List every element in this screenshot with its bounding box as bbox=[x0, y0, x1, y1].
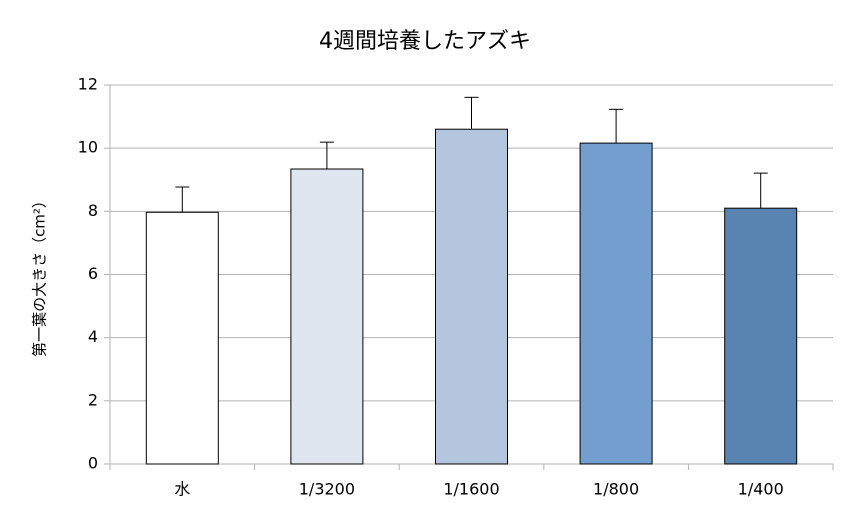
bar bbox=[290, 168, 364, 465]
y-tick-label: 10 bbox=[78, 138, 98, 157]
x-tick-label: 1/3200 bbox=[299, 480, 355, 499]
x-tick-label: 1/1600 bbox=[443, 480, 499, 499]
x-tick-label: 1/400 bbox=[738, 480, 784, 499]
bar bbox=[724, 207, 798, 465]
bar bbox=[145, 211, 219, 465]
y-tick-label: 6 bbox=[88, 264, 98, 283]
y-axis-label: 第一葉の大きさ（cm²） bbox=[31, 193, 49, 357]
y-tick-label: 2 bbox=[88, 390, 98, 409]
y-tick-label: 0 bbox=[88, 454, 98, 473]
y-tick-label: 4 bbox=[88, 327, 98, 346]
bar bbox=[435, 128, 508, 465]
chart-title: 4週間培養したアズキ bbox=[319, 29, 531, 54]
y-tick-label: 12 bbox=[78, 75, 98, 94]
y-tick-label: 8 bbox=[88, 201, 98, 220]
x-tick-label: 1/800 bbox=[593, 480, 639, 499]
x-tick-label: 水 bbox=[174, 480, 190, 499]
bar bbox=[579, 142, 653, 465]
